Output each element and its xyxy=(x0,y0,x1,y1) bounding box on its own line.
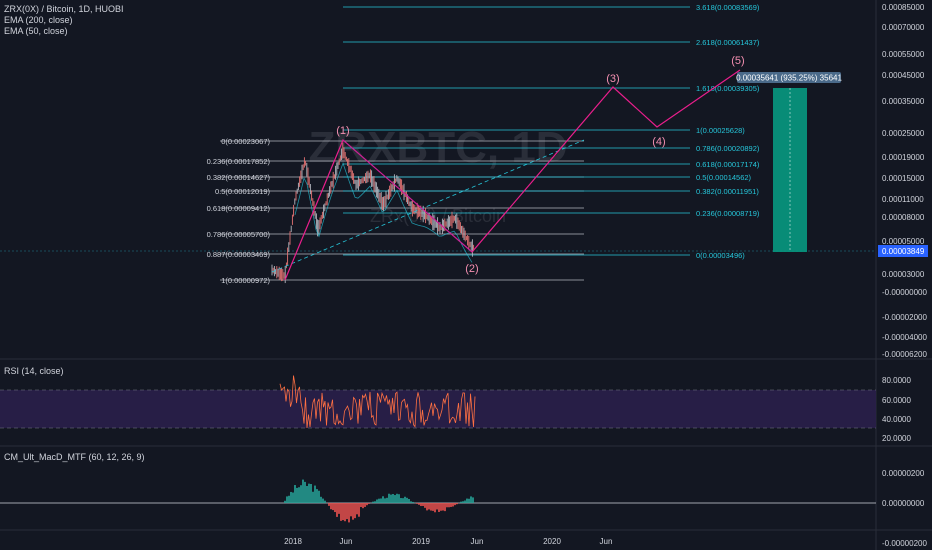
rsi-axis[interactable]: 80.0000 60.0000 40.0000 20.0000 xyxy=(882,376,911,443)
watermark-small: ZRx(0X) / Bitcoin xyxy=(370,206,506,226)
fib-retracement-label: 0(0.00023067) xyxy=(221,137,270,146)
price-tick: 0.00035000 xyxy=(882,97,925,106)
wave-connector xyxy=(342,139,473,253)
price-tick: -0.00006200 xyxy=(882,350,927,359)
wave-projection-line[interactable] xyxy=(284,69,741,281)
rsi-tick: 60.0000 xyxy=(882,396,911,405)
wave-label-1: (1) xyxy=(336,125,349,137)
measure-label: 0.00035641 (935.25%) 35641 xyxy=(736,74,842,83)
fib-extension-label: 0.5(0.00014562) xyxy=(696,173,752,182)
fib-extension-label: 0.382(0.00011951) xyxy=(696,187,759,196)
price-series xyxy=(271,142,475,284)
fib-retracement-label: 0.382(0.00014627) xyxy=(207,173,271,182)
wave-label-4: (4) xyxy=(652,136,665,148)
rsi-tick: 40.0000 xyxy=(882,415,911,424)
price-tick: 0.00015000 xyxy=(882,174,925,183)
price-tick: 0.00085000 xyxy=(882,3,925,12)
price-tick: 0.00019000 xyxy=(882,153,925,162)
time-label: 2018 xyxy=(284,537,302,546)
fib-extension-label: 0(0.00003496) xyxy=(696,251,745,260)
fib-extension-label: 0.786(0.00020892) xyxy=(696,144,760,153)
fib-retracement-label: 0.5(0.00012019) xyxy=(215,187,271,196)
fib-extension-label: 2.618(0.00061437) xyxy=(696,38,760,47)
fib-extension-label: 0.618(0.00017174) xyxy=(696,160,760,169)
macd-series xyxy=(284,479,474,523)
time-label: Jun xyxy=(600,537,613,546)
time-label: Jun xyxy=(471,537,484,546)
fib-extension-label: 0.236(0.00008719) xyxy=(696,209,760,218)
ema-line xyxy=(294,161,473,263)
rsi-line xyxy=(279,375,476,428)
symbol-title[interactable]: ZRX(0X) / Bitcoin, 1D, HUOBI xyxy=(4,4,124,14)
rsi-band xyxy=(0,390,876,428)
price-tick: 0.00070000 xyxy=(882,23,925,32)
time-axis[interactable]: 2018 Jun 2019 Jun 2020 Jun xyxy=(284,537,612,546)
wave-label-5: (5) xyxy=(731,55,744,67)
price-tick: 0.00003000 xyxy=(882,270,925,279)
current-price-badge xyxy=(878,245,928,257)
price-tick: 0.00045000 xyxy=(882,71,925,80)
wave-label-3: (3) xyxy=(606,73,619,85)
fib-retracement-label: 1(0.00000972) xyxy=(221,276,270,285)
time-label: Jun xyxy=(340,537,353,546)
indicator-ema-200[interactable]: EMA (200, close) xyxy=(4,15,73,25)
price-tick: 0.00008000 xyxy=(882,213,925,222)
trend-line-dashed[interactable] xyxy=(271,139,585,273)
rsi-pane-label[interactable]: RSI (14, close) xyxy=(4,366,64,376)
wave-label-2: (2) xyxy=(465,263,478,275)
fib-retracement-label: 0.618(0.00009412) xyxy=(207,204,271,213)
fib-extension-label: 3.618(0.00083569) xyxy=(696,3,760,12)
price-tick: -0.00002000 xyxy=(882,313,927,322)
macd-tick: 0.00000000 xyxy=(882,499,925,508)
macd-tick: -0.00000200 xyxy=(882,539,927,548)
fib-retracement-label: 0.786(0.00005700) xyxy=(207,230,271,239)
price-tick: 0.00025000 xyxy=(882,129,925,138)
fib-retracement-label: 0.236(0.00017852) xyxy=(207,157,271,166)
price-tick: -0.00000000 xyxy=(882,288,927,297)
macd-axis[interactable]: 0.00000200 0.00000000 -0.00000200 xyxy=(882,469,927,548)
rsi-tick: 80.0000 xyxy=(882,376,911,385)
price-tick: -0.00004000 xyxy=(882,333,927,342)
price-axis[interactable]: 0.00085000 0.00070000 0.00055000 0.00045000… xyxy=(882,3,927,359)
fib-extension-label: 1.618(0.00039305) xyxy=(696,84,760,93)
macd-tick: 0.00000200 xyxy=(882,469,925,478)
fib-extension-label: 1(0.00025628) xyxy=(696,126,745,135)
measure-label-bg xyxy=(737,72,841,83)
rsi-tick: 20.0000 xyxy=(882,434,911,443)
current-price-label: 0.00003849 xyxy=(882,247,925,256)
price-tick: 0.00005000 xyxy=(882,237,925,246)
time-label: 2020 xyxy=(543,537,561,546)
fib-retracement-label: 0.887(0.00003469) xyxy=(207,250,271,259)
price-tick: 0.00055000 xyxy=(882,50,925,59)
time-label: 2019 xyxy=(412,537,430,546)
price-tick: 0.00011000 xyxy=(882,195,924,204)
indicator-ema-50[interactable]: EMA (50, close) xyxy=(4,26,68,36)
macd-pane-label[interactable]: CM_Ult_MacD_MTF (60, 12, 26, 9) xyxy=(4,452,145,462)
